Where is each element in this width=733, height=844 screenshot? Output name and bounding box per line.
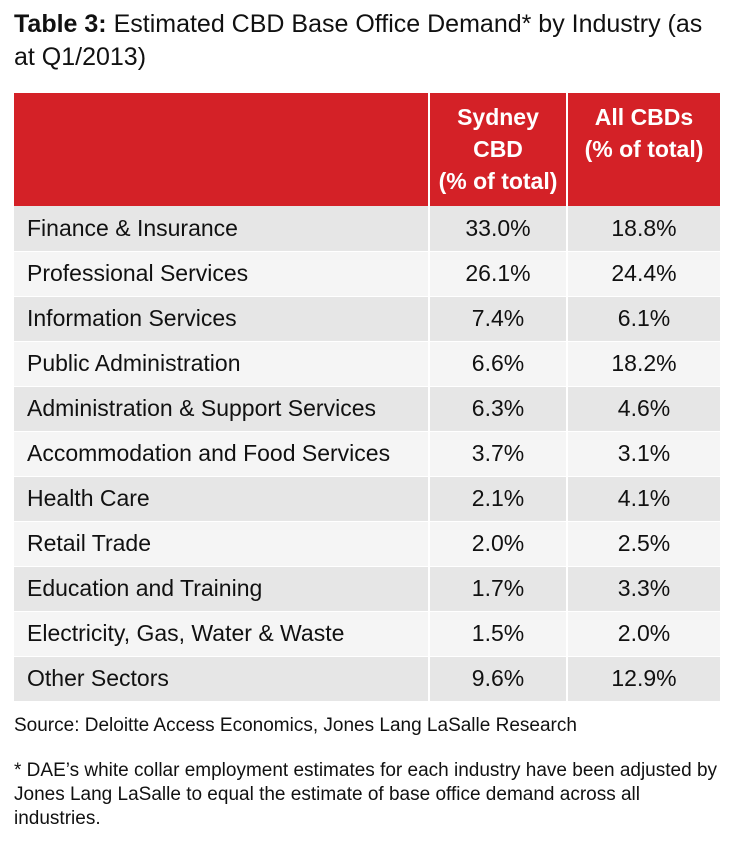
sydney-cbd-cell: 1.5%	[429, 611, 568, 657]
sydney-cbd-cell: 26.1%	[429, 251, 568, 297]
table-row: Other Sectors 9.6% 12.9%	[14, 656, 720, 702]
header-sydney-cbd: Sydney CBD (% of total)	[429, 93, 568, 206]
industry-demand-table: Sydney CBD (% of total) All CBDs (% of t…	[14, 93, 720, 702]
header-row: Sydney CBD (% of total) All CBDs (% of t…	[14, 93, 720, 206]
industry-cell: Finance & Insurance	[14, 206, 430, 252]
sydney-cbd-cell: 7.4%	[429, 296, 568, 342]
all-cbds-cell: 3.1%	[567, 431, 720, 477]
header-industry	[14, 93, 430, 206]
industry-cell: Other Sectors	[14, 656, 430, 702]
table-row: Accommodation and Food Services 3.7% 3.1…	[14, 431, 720, 477]
sydney-cbd-cell: 6.6%	[429, 341, 568, 387]
all-cbds-cell: 18.8%	[567, 206, 720, 252]
sydney-cbd-cell: 33.0%	[429, 206, 568, 252]
header-sydney-line3: (% of total)	[438, 168, 558, 194]
footnote: * DAE’s white collar employment estimate…	[14, 760, 718, 829]
industry-cell: Health Care	[14, 476, 430, 522]
table-label: Table 3:	[14, 10, 107, 38]
table-row: Professional Services 26.1% 24.4%	[14, 251, 720, 297]
header-all-cbds: All CBDs (% of total)	[567, 93, 720, 206]
sydney-cbd-cell: 3.7%	[429, 431, 568, 477]
all-cbds-cell: 2.0%	[567, 611, 720, 657]
industry-cell: Public Administration	[14, 341, 430, 387]
sydney-cbd-cell: 6.3%	[429, 386, 568, 432]
all-cbds-cell: 6.1%	[567, 296, 720, 342]
table-row: Finance & Insurance 33.0% 18.8%	[14, 206, 720, 252]
table-row: Education and Training 1.7% 3.3%	[14, 566, 720, 612]
table-row: Electricity, Gas, Water & Waste 1.5% 2.0…	[14, 611, 720, 657]
source-note: Source: Deloitte Access Economics, Jones…	[14, 715, 577, 736]
all-cbds-cell: 2.5%	[567, 521, 720, 567]
header-sydney-line1: Sydney	[457, 104, 539, 130]
sydney-cbd-cell: 9.6%	[429, 656, 568, 702]
industry-cell: Administration & Support Services	[14, 386, 430, 432]
table-title-text: Estimated CBD Base Office Demand* by Ind…	[14, 10, 703, 71]
sydney-cbd-cell: 2.0%	[429, 521, 568, 567]
industry-cell: Electricity, Gas, Water & Waste	[14, 611, 430, 657]
header-sydney-line2: CBD	[473, 136, 523, 162]
sydney-cbd-cell: 2.1%	[429, 476, 568, 522]
table-title: Table 3: Estimated CBD Base Office Deman…	[14, 8, 714, 74]
all-cbds-cell: 4.6%	[567, 386, 720, 432]
industry-cell: Information Services	[14, 296, 430, 342]
all-cbds-cell: 3.3%	[567, 566, 720, 612]
table-row: Health Care 2.1% 4.1%	[14, 476, 720, 522]
industry-cell: Accommodation and Food Services	[14, 431, 430, 477]
table-row: Public Administration 6.6% 18.2%	[14, 341, 720, 387]
all-cbds-cell: 24.4%	[567, 251, 720, 297]
sydney-cbd-cell: 1.7%	[429, 566, 568, 612]
industry-cell: Education and Training	[14, 566, 430, 612]
all-cbds-cell: 18.2%	[567, 341, 720, 387]
industry-cell: Professional Services	[14, 251, 430, 297]
header-all-line1: All CBDs	[594, 104, 694, 130]
table-row: Retail Trade 2.0% 2.5%	[14, 521, 720, 567]
table-row: Information Services 7.4% 6.1%	[14, 296, 720, 342]
industry-cell: Retail Trade	[14, 521, 430, 567]
all-cbds-cell: 12.9%	[567, 656, 720, 702]
all-cbds-cell: 4.1%	[567, 476, 720, 522]
header-all-line2: (% of total)	[584, 136, 704, 162]
table-row: Administration & Support Services 6.3% 4…	[14, 386, 720, 432]
